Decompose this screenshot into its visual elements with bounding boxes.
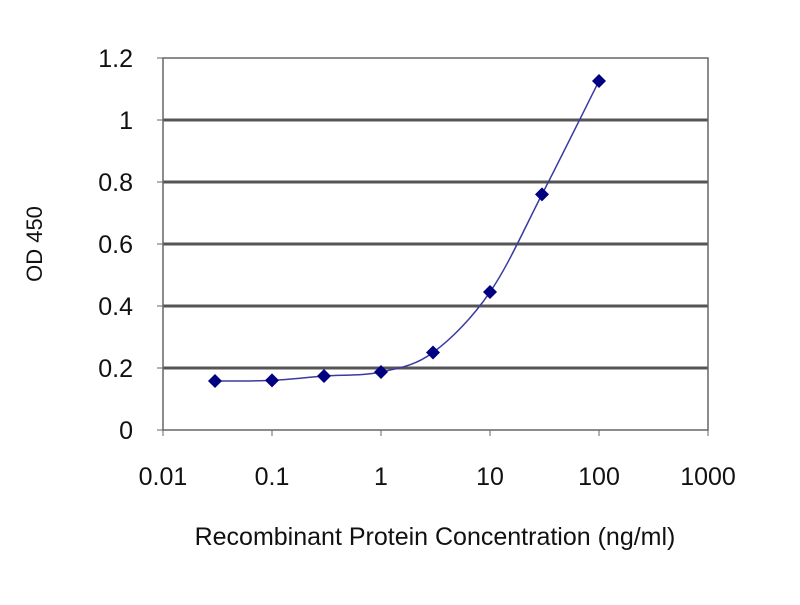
- series-line: [214, 80, 600, 382]
- gridlines: [163, 118, 708, 370]
- data-point: [426, 345, 441, 360]
- y-tick-label: 0.4: [98, 293, 133, 321]
- y-tick-label: 1.2: [98, 45, 133, 73]
- x-tick-label: 0.01: [139, 463, 188, 491]
- x-axis: 0.01 0.1 1 10 100 1000: [139, 430, 736, 491]
- x-tick-label: 1000: [680, 463, 736, 491]
- y-axis: 0 0.2 0.4 0.6 0.8 1 1.2: [98, 45, 163, 445]
- y-axis-label: OD 450: [22, 206, 47, 282]
- y-tick-label: 0.6: [98, 231, 133, 259]
- data-point: [265, 373, 279, 388]
- data-point: [483, 285, 497, 300]
- data-point: [374, 365, 388, 380]
- y-tick-label: 1: [119, 107, 133, 135]
- x-tick-label: 1: [374, 463, 388, 491]
- x-tick-label: 100: [578, 463, 620, 491]
- data-point: [208, 374, 223, 389]
- series-points: [208, 73, 606, 389]
- x-tick-label: 0.1: [255, 463, 290, 491]
- y-tick-label: 0.8: [98, 169, 133, 197]
- x-axis-label: Recombinant Protein Concentration (ng/ml…: [195, 523, 676, 551]
- data-point: [592, 73, 606, 88]
- data-point: [317, 369, 332, 384]
- y-tick-label: 0.2: [98, 355, 133, 383]
- x-tick-label: 10: [476, 463, 504, 491]
- y-tick-label: 0: [119, 417, 133, 445]
- data-point: [535, 187, 550, 202]
